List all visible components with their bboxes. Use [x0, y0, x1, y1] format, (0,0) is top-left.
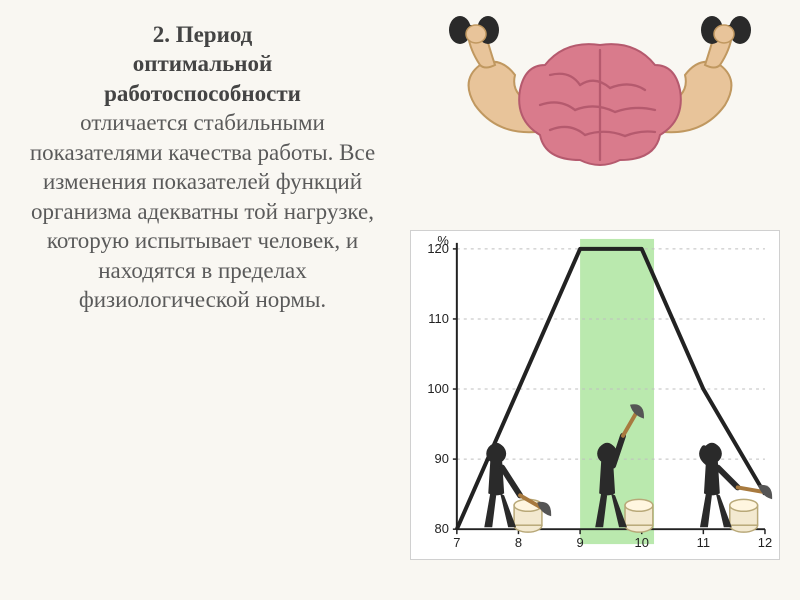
svg-text:%: %: [437, 233, 449, 248]
brain-illustration: [430, 10, 770, 190]
graphics-column: 8090100110120%789101112: [400, 0, 800, 600]
svg-text:90: 90: [435, 451, 449, 466]
title-line-1: Период: [176, 22, 253, 47]
title-line-3: работоспособности: [104, 81, 301, 106]
svg-text:11: 11: [697, 535, 710, 550]
svg-text:110: 110: [428, 311, 449, 326]
body-text: отличается стабильными показателями каче…: [30, 110, 375, 312]
item-number: 2.: [153, 22, 170, 47]
svg-text:12: 12: [758, 535, 772, 550]
performance-chart: 8090100110120%789101112: [410, 230, 780, 560]
svg-text:100: 100: [427, 381, 449, 396]
svg-text:7: 7: [453, 535, 460, 550]
text-column: 2. Период оптимальной работоспособности …: [0, 0, 400, 600]
title-line-2: оптимальной: [133, 51, 273, 76]
svg-text:8: 8: [515, 535, 522, 550]
svg-text:80: 80: [435, 521, 449, 536]
text-block: 2. Период оптимальной работоспособности …: [20, 20, 385, 314]
svg-text:9: 9: [576, 535, 583, 550]
svg-text:10: 10: [635, 535, 649, 550]
